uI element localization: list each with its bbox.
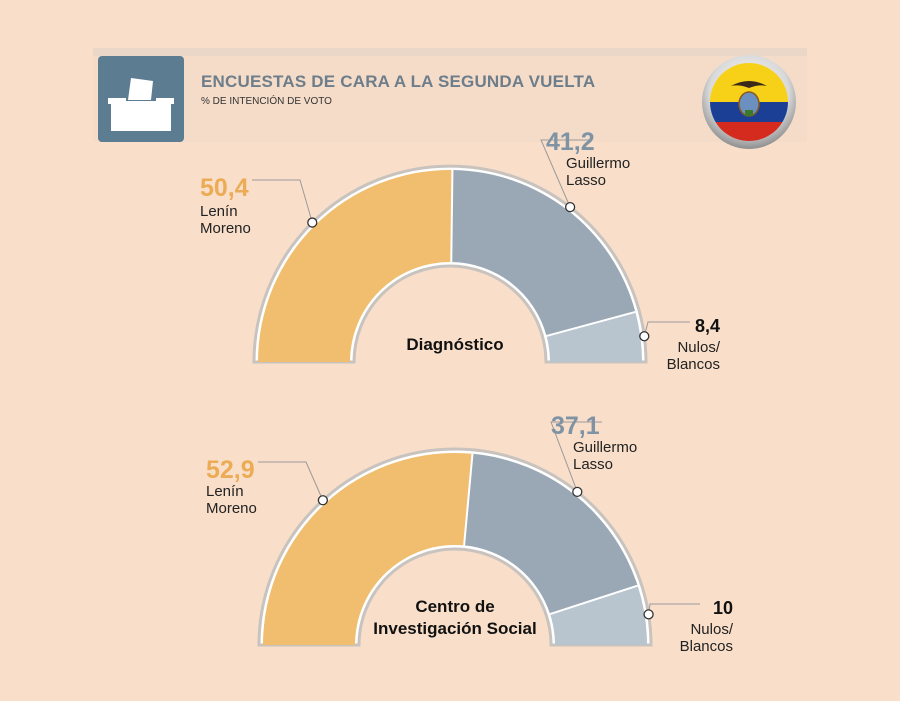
slice-moreno [263, 453, 473, 645]
leader-line-lasso [550, 421, 602, 493]
leader-dot-nulos [643, 609, 654, 620]
leader-line-lasso [540, 139, 592, 208]
leader-line-moreno [252, 179, 313, 223]
data-label-nulos: 8,4 [695, 316, 720, 336]
half-donut-chart: 50,4 Lenín Moreno 41,2 Guillermo Lasso 8… [200, 128, 721, 373]
series-label-moreno: Lenín [200, 203, 238, 220]
leader-line-nulos [643, 321, 690, 337]
ecuador-flag-icon [701, 54, 797, 150]
leader-dot-moreno [307, 217, 318, 228]
series-label-moreno: Moreno [206, 500, 257, 517]
leader-dot-moreno [317, 495, 329, 506]
series-label-nulos: Nulos/ [677, 339, 720, 356]
ballot-box-icon [98, 56, 184, 142]
leader-dot-lasso [564, 201, 576, 213]
leader-line-nulos [648, 603, 700, 615]
data-label-moreno: 50,4 [200, 174, 249, 202]
series-label-moreno: Lenín [206, 483, 244, 500]
slice-divider [549, 584, 638, 616]
chart-source-label: Diagnóstico [406, 335, 503, 354]
leader-dot-nulos [639, 331, 650, 342]
slice-moreno [258, 169, 453, 362]
half-donut-chart: 52,9 Lenín Moreno 37,1 Guillermo Lasso 1… [206, 412, 734, 655]
chart-title: ENCUESTAS DE CARA A LA SEGUNDA VUELTA [201, 72, 596, 91]
leader-dot-lasso [572, 486, 583, 497]
series-label-lasso: Guillermo [566, 155, 630, 172]
data-label-nulos: 10 [713, 598, 733, 618]
data-label-lasso: 37,1 [551, 412, 600, 440]
chart-source-label: Centro de [415, 597, 494, 616]
header-band [93, 48, 807, 142]
series-label-lasso: Lasso [573, 456, 613, 473]
chart-source-label: Investigación Social [373, 619, 536, 638]
series-label-lasso: Lasso [566, 172, 606, 189]
series-label-nulos: Nulos/ [690, 621, 733, 638]
series-label-lasso: Guillermo [573, 439, 637, 456]
slice-divider [546, 310, 636, 337]
data-label-moreno: 52,9 [206, 456, 255, 484]
slice-divider [463, 453, 474, 546]
slice-lasso [464, 453, 638, 615]
slice-divider [450, 170, 454, 263]
slice-nulos [550, 585, 647, 645]
leader-line-moreno [258, 461, 324, 501]
series-label-nulos: Blancos [667, 356, 720, 373]
slice-lasso [451, 170, 636, 336]
series-label-nulos: Blancos [680, 638, 733, 655]
slice-nulos [546, 311, 642, 362]
chart-subtitle: % DE INTENCIÓN DE VOTO [201, 96, 332, 107]
data-label-lasso: 41,2 [546, 128, 595, 156]
series-label-moreno: Moreno [200, 220, 251, 237]
